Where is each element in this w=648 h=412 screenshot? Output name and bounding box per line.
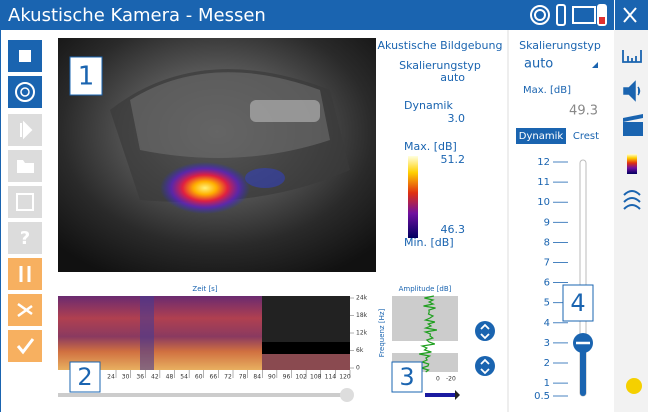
band-buttons[interactable] — [475, 321, 495, 376]
label: Skalierungstyp — [519, 39, 601, 52]
x-tick-label: 96 — [283, 374, 291, 381]
value: 3.0 — [448, 112, 466, 125]
scale-label: 9 — [544, 217, 550, 228]
slider-knob[interactable] — [340, 388, 354, 402]
x-tick-label: 66 — [210, 374, 218, 381]
save-button[interactable] — [8, 186, 42, 218]
scale-label: 7 — [544, 258, 550, 269]
label: Skalierungstyp — [399, 59, 481, 72]
scale-label: 12 — [537, 157, 550, 168]
speaker-icon — [455, 390, 460, 400]
tab-active[interactable] — [516, 128, 566, 144]
tick-label: -20 — [446, 376, 456, 383]
x-tick-label: 24 — [107, 374, 115, 381]
x-tick-label: 90 — [268, 374, 276, 381]
x-tick-label: 120 — [339, 374, 351, 381]
color-bar — [408, 156, 418, 238]
region-label — [69, 361, 101, 393]
x-tick-label: 84 — [253, 374, 261, 381]
value: 49.3 — [569, 104, 598, 119]
right-tools[interactable] — [622, 50, 643, 394]
y-tick-label: 18k — [356, 312, 368, 319]
region-label — [562, 284, 594, 322]
dropdown-arrow[interactable] — [592, 62, 598, 68]
tab[interactable]: Crest — [573, 131, 599, 142]
confirm-button[interactable] — [8, 330, 42, 362]
scale-label: 6 — [544, 278, 550, 289]
scale-label: 1 — [544, 378, 550, 389]
label: Dynamik — [404, 99, 453, 112]
svg-text:?: ? — [20, 228, 30, 249]
window-title: Akustische Kamera - Messen — [8, 5, 266, 26]
scale-label: 0.5 — [534, 391, 550, 402]
x-tick-label: 54 — [180, 374, 188, 381]
amplitude-curve — [419, 295, 438, 373]
separator — [614, 0, 615, 30]
value: 51.2 — [441, 153, 466, 166]
region-number: 3 — [399, 363, 414, 391]
axis-title: Frequenz [Hz] — [378, 309, 386, 358]
help-button[interactable] — [8, 222, 42, 254]
x-tick-label: 36 — [136, 374, 144, 381]
pause-button[interactable] — [8, 258, 42, 290]
x-tick-label: 108 — [310, 374, 322, 381]
slider-fill — [580, 343, 586, 396]
x-tick-label: 72 — [224, 374, 232, 381]
heading: Akustische Bildgebung — [378, 39, 503, 52]
region-label — [391, 361, 423, 393]
left-toolbar: ? — [8, 40, 42, 362]
panel-title: Amplitude [dB] — [399, 285, 452, 293]
y-tick-label: 24k — [356, 295, 368, 302]
x-tick-label: 42 — [151, 374, 159, 381]
label: Min. [dB] — [404, 236, 454, 249]
scale-label: 4 — [544, 318, 550, 329]
value: 46.3 — [441, 223, 466, 236]
amplitude-panel — [392, 296, 458, 372]
spectrogram — [58, 296, 350, 370]
settings-panel — [508, 30, 614, 412]
border — [0, 30, 1, 412]
label: Max. [dB] — [523, 85, 571, 96]
y-tick-label: 12k — [356, 330, 368, 337]
scale-label: 8 — [544, 237, 550, 248]
scale-label: 10 — [537, 197, 550, 208]
region-number: 2 — [77, 363, 92, 391]
x-tick-label: 48 — [166, 374, 174, 381]
tab[interactable]: Dynamik — [519, 131, 564, 142]
x-tick-label: 30 — [122, 374, 130, 381]
imaging-info: Akustische Bildgebung Skalierungstyp aut… — [378, 39, 503, 249]
value: auto — [440, 71, 465, 84]
scale-label: 2 — [544, 358, 550, 369]
scale-label: 11 — [537, 177, 550, 188]
region-number: 1 — [78, 62, 95, 92]
region-label — [69, 56, 103, 96]
camera-button[interactable] — [8, 76, 42, 108]
x-tick-label: 114 — [325, 374, 337, 381]
x-tick-label: 102 — [295, 374, 307, 381]
camera-image — [58, 38, 376, 272]
y-tick-label: 6k — [356, 347, 364, 354]
tick-label: 0 — [436, 376, 440, 383]
x-tick-label: 78 — [239, 374, 247, 381]
label: Max. [dB] — [404, 140, 457, 153]
scale-label: 3 — [544, 338, 550, 349]
scale-label: 5 — [544, 298, 550, 309]
status-icons — [530, 4, 637, 26]
dropdown-value[interactable]: auto — [524, 57, 553, 72]
y-tick-label: 0 — [356, 365, 360, 372]
x-tick-label: 60 — [195, 374, 203, 381]
axis-title: Zeit [s] — [192, 285, 217, 293]
region-number: 4 — [570, 289, 585, 317]
